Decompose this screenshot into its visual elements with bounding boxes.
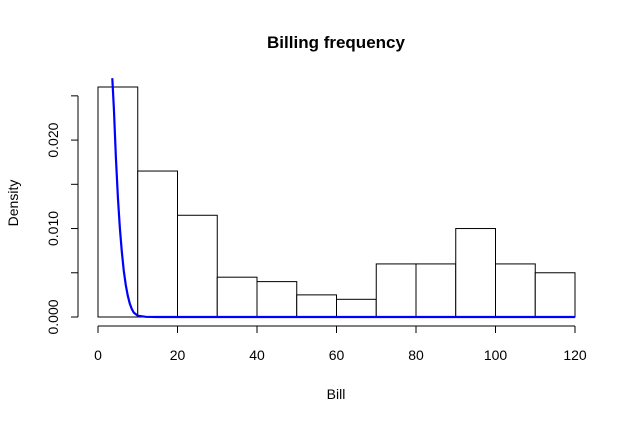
x-tick-label-4: 80 bbox=[408, 347, 424, 363]
x-axis-label: Bill bbox=[327, 386, 346, 402]
histogram-bars bbox=[97, 86, 576, 318]
y-axis: 0.000 0.010 0.020 bbox=[45, 95, 79, 335]
histogram-bar-7 bbox=[375, 263, 417, 318]
x-axis: 0 20 40 60 80 100 120 bbox=[94, 325, 587, 363]
density-curve bbox=[111, 78, 575, 319]
y-axis-label: Density bbox=[5, 180, 21, 227]
histogram-bar-1 bbox=[137, 170, 178, 318]
x-tick-label-5: 100 bbox=[484, 347, 508, 363]
histogram-bar-11 bbox=[534, 272, 576, 318]
y-tick-label-0: 0.000 bbox=[45, 299, 61, 334]
histogram-bar-8 bbox=[415, 263, 457, 318]
histogram-bar-2 bbox=[177, 214, 218, 318]
histogram-bar-6 bbox=[336, 298, 377, 318]
histogram-bar-5 bbox=[296, 294, 337, 318]
x-tick-label-0: 0 bbox=[94, 347, 102, 363]
x-tick-label-3: 60 bbox=[329, 347, 345, 363]
x-tick-label-6: 120 bbox=[563, 347, 587, 363]
chart-title: Billing frequency bbox=[267, 33, 405, 52]
x-tick-label-2: 40 bbox=[249, 347, 265, 363]
histogram-bar-9 bbox=[455, 228, 496, 318]
x-tick-label-1: 20 bbox=[170, 347, 186, 363]
y-tick-label-1: 0.010 bbox=[45, 211, 61, 246]
histogram-bar-10 bbox=[495, 263, 536, 318]
y-tick-label-2: 0.020 bbox=[45, 122, 61, 157]
histogram-bar-4 bbox=[256, 281, 298, 318]
histogram-bar-3 bbox=[216, 276, 258, 318]
